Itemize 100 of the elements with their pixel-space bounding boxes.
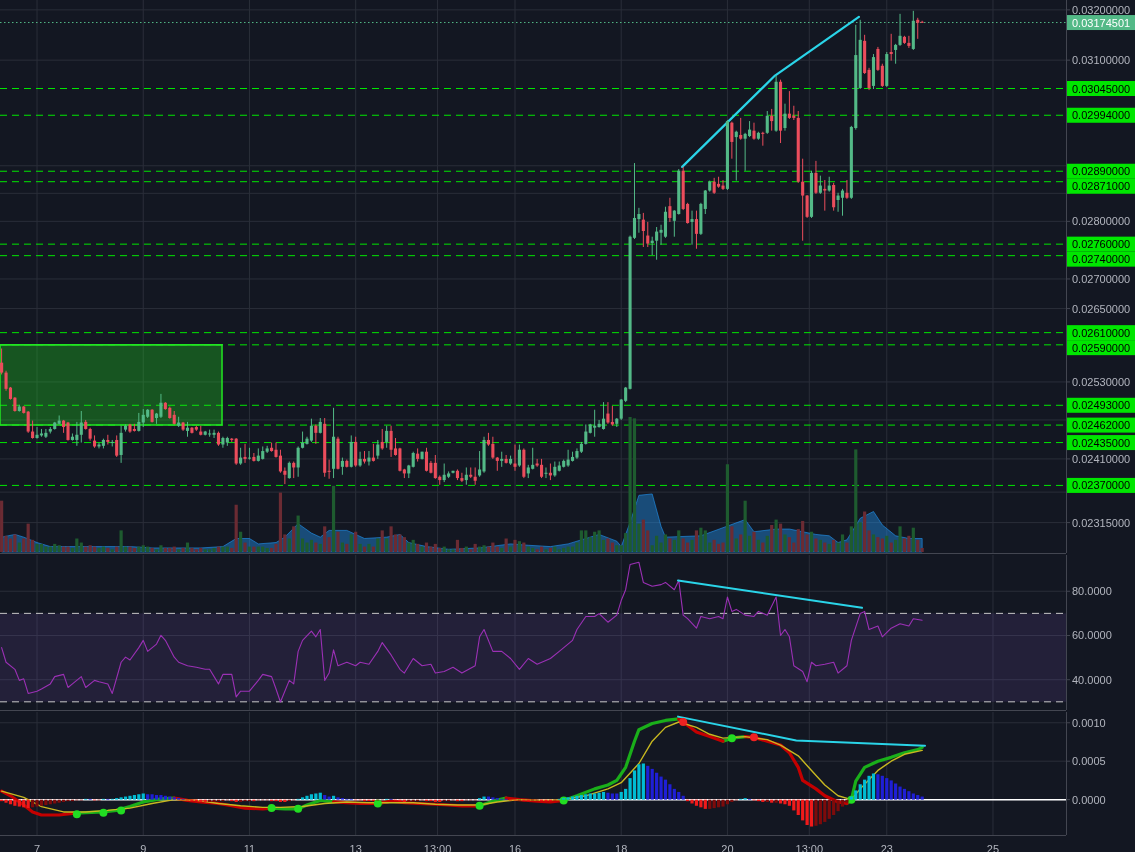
bar xyxy=(168,796,172,800)
bar xyxy=(305,542,309,552)
candlestick xyxy=(358,451,362,468)
bar xyxy=(535,549,539,552)
bar xyxy=(858,784,862,800)
candlestick xyxy=(801,158,805,242)
candlestick xyxy=(460,472,464,483)
bar xyxy=(597,530,601,552)
candlestick xyxy=(247,447,252,461)
bar xyxy=(128,546,132,552)
bar xyxy=(110,549,114,552)
bar xyxy=(97,547,101,552)
bar xyxy=(801,520,805,552)
bar xyxy=(907,535,911,552)
bar xyxy=(694,799,699,806)
bar xyxy=(898,526,902,552)
bar xyxy=(845,799,849,803)
bar xyxy=(137,794,141,800)
bar xyxy=(871,773,876,800)
bar xyxy=(774,799,778,803)
bar xyxy=(482,545,486,552)
bar xyxy=(0,500,4,552)
bar xyxy=(39,799,44,806)
bar xyxy=(885,778,889,800)
y-tick-label: 0.02410000 xyxy=(1072,452,1131,465)
bar xyxy=(482,796,486,800)
y-tick-label: 60.0000 xyxy=(1072,629,1112,642)
candlestick xyxy=(513,444,517,472)
bar xyxy=(641,519,645,552)
candlestick xyxy=(44,428,48,439)
candlestick xyxy=(867,67,871,91)
bar xyxy=(911,527,915,552)
bar xyxy=(889,542,893,552)
candlestick xyxy=(354,436,358,468)
bar xyxy=(309,539,314,552)
bar xyxy=(708,799,712,809)
bar xyxy=(876,537,880,552)
bar xyxy=(163,547,167,552)
ref-line-label: 0.02462000 xyxy=(1072,419,1131,432)
candlestick xyxy=(832,182,836,212)
candlestick xyxy=(761,131,765,147)
bar xyxy=(146,794,150,800)
y-tick-label: 40.0000 xyxy=(1072,673,1112,686)
candlestick xyxy=(907,35,911,49)
bar xyxy=(690,799,694,804)
candlestick xyxy=(584,423,588,446)
bar xyxy=(420,546,424,552)
y-tick-label: 0.02315000 xyxy=(1072,516,1131,529)
bar xyxy=(407,542,411,552)
bar xyxy=(774,519,778,552)
candlestick xyxy=(380,428,384,451)
bar xyxy=(663,534,668,552)
bar xyxy=(646,765,650,800)
candlestick xyxy=(606,401,610,425)
bar xyxy=(318,543,322,552)
bar xyxy=(398,534,402,552)
y-tick-label: 0.02700000 xyxy=(1072,272,1131,285)
bar xyxy=(106,547,110,552)
bar xyxy=(208,549,212,552)
bar xyxy=(730,526,734,552)
candlestick xyxy=(770,108,774,132)
bar xyxy=(17,542,21,552)
bar xyxy=(699,527,703,552)
ref-line-label: 0.02760000 xyxy=(1072,238,1131,251)
bar xyxy=(557,549,561,552)
candlestick xyxy=(668,197,672,223)
candlestick xyxy=(880,63,884,88)
bar xyxy=(606,792,610,800)
bar xyxy=(150,794,154,800)
bar xyxy=(902,538,907,552)
ref-line-label: 0.03045000 xyxy=(1072,82,1131,95)
bar xyxy=(181,547,185,552)
candlestick xyxy=(433,454,437,480)
bar xyxy=(433,543,437,552)
bar xyxy=(818,539,822,552)
bar xyxy=(402,537,406,552)
bar xyxy=(575,795,579,800)
bar xyxy=(818,799,822,825)
bar xyxy=(292,526,296,552)
bar xyxy=(504,538,508,552)
bar xyxy=(57,545,61,552)
bar xyxy=(123,796,128,800)
bar xyxy=(469,549,473,552)
candlestick xyxy=(593,409,597,438)
bar xyxy=(455,539,460,552)
candlestick xyxy=(814,160,818,195)
bar xyxy=(354,531,358,552)
y-tick-label: 0.02530000 xyxy=(1072,375,1131,388)
y-tick-label: 0.0000 xyxy=(1072,793,1106,806)
bar xyxy=(13,799,17,806)
bar xyxy=(920,796,924,800)
bar xyxy=(823,542,827,552)
bar xyxy=(756,539,761,552)
candlestick xyxy=(721,179,725,191)
bar xyxy=(66,546,70,552)
bar xyxy=(548,547,552,552)
bar xyxy=(132,547,136,552)
bar xyxy=(168,547,172,552)
bar xyxy=(907,791,911,800)
bar xyxy=(531,547,535,552)
